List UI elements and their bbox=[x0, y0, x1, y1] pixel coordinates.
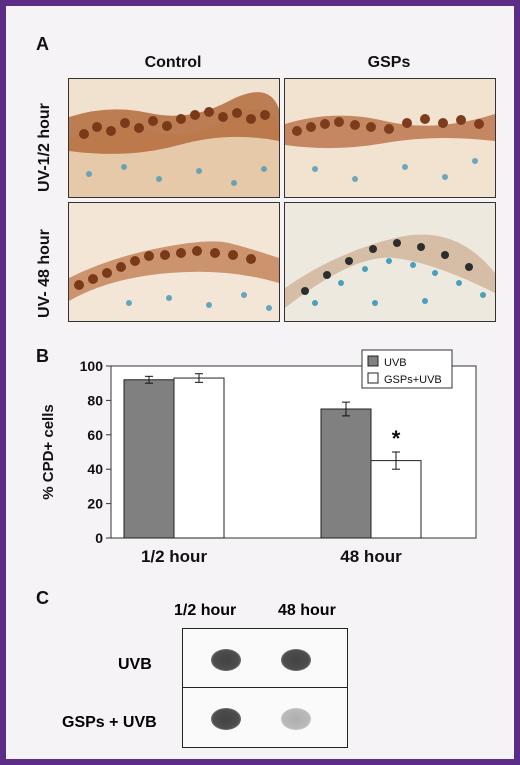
legend-swatch-0 bbox=[367, 355, 379, 367]
bar-gsps-uvb-0 bbox=[173, 377, 225, 539]
column-title-control: Control bbox=[144, 54, 202, 71]
legend-label-0: UVB bbox=[384, 357, 407, 369]
bar-gsps-uvb-1 bbox=[370, 460, 422, 539]
blot-row-gsps-uvb: GSPs + UVB bbox=[62, 714, 157, 731]
row-title-half-hour: UV-1/2 hour bbox=[36, 103, 53, 192]
bar-chart: 0 20 40 60 80 100 % CPD+ cells 1/2 hour 48 hour *… bbox=[40, 349, 477, 566]
blot-dot-gsps-uvb-half-hour bbox=[211, 708, 241, 730]
blot-column-48-hour: 48 hour bbox=[278, 602, 336, 619]
bar-uvb-1 bbox=[320, 408, 372, 539]
y-tick-label-4: 80 bbox=[87, 392, 103, 408]
y-axis-label: % CPD+ cells bbox=[40, 404, 57, 499]
row-title-48-hour: UV- 48 hour bbox=[36, 229, 53, 318]
blot-dot-uvb-half-hour bbox=[211, 649, 241, 671]
blot-divider bbox=[183, 687, 347, 688]
panel-a-letter: A bbox=[36, 34, 49, 54]
blot-row-uvb: UVB bbox=[118, 656, 152, 673]
micrograph-control-48-hour-image bbox=[69, 203, 279, 321]
micrograph-gsps-48-hour bbox=[284, 202, 496, 322]
y-tick-label-2: 40 bbox=[87, 461, 103, 477]
bar-uvb-0 bbox=[123, 379, 175, 539]
micrograph-control-half-hour-image bbox=[69, 79, 279, 197]
y-tick-label-0: 0 bbox=[95, 530, 103, 546]
dot-blot bbox=[182, 628, 348, 748]
blot-dot-gsps-uvb-48-hour bbox=[281, 708, 311, 730]
legend-swatch-1 bbox=[367, 372, 379, 384]
panel-c-letter: C bbox=[36, 588, 49, 608]
y-tick-label-5: 100 bbox=[80, 358, 104, 374]
legend-label-1: GSPs+UVB bbox=[384, 374, 442, 386]
x-tick-label-1: 48 hour bbox=[340, 547, 402, 566]
panel-b-letter: B bbox=[36, 346, 49, 366]
micrograph-gsps-48-hour-image bbox=[285, 203, 495, 321]
blot-column-half-hour: 1/2 hour bbox=[174, 602, 237, 619]
micrograph-control-half-hour bbox=[68, 78, 280, 198]
significance-marker-0: * bbox=[392, 426, 401, 451]
y-tick-label-3: 60 bbox=[87, 427, 103, 443]
y-tick-label-1: 20 bbox=[87, 496, 103, 512]
blot-dot-uvb-48-hour bbox=[281, 649, 311, 671]
micrograph-gsps-half-hour bbox=[284, 78, 496, 198]
micrograph-gsps-half-hour-image bbox=[285, 79, 495, 197]
x-tick-label-0: 1/2 hour bbox=[141, 547, 208, 566]
micrograph-control-48-hour bbox=[68, 202, 280, 322]
column-title-gsps: GSPs bbox=[367, 54, 411, 71]
